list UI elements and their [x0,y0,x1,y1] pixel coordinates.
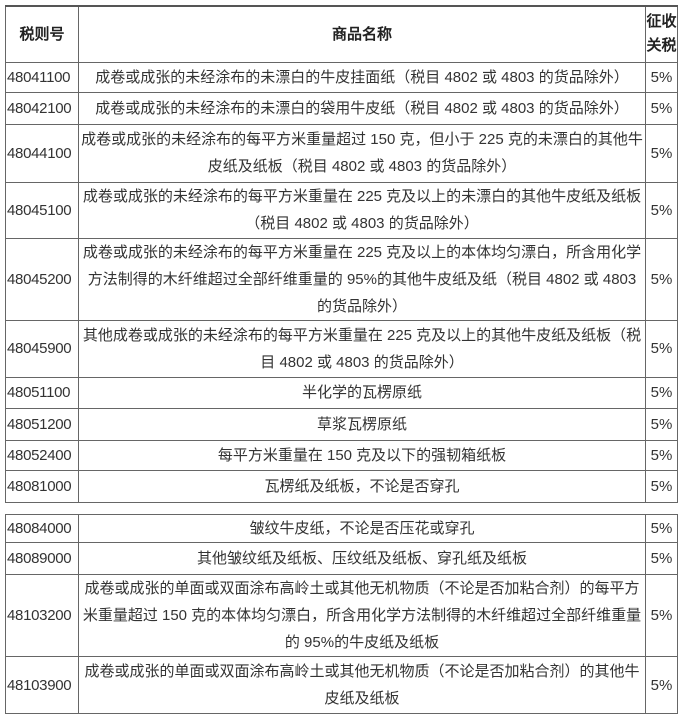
duty-rate: 5% [645,319,678,378]
table-row: 48084000 皱纹牛皮纸，不论是否压花或穿孔 5% [5,514,678,543]
header-code: 税则号 [5,5,79,63]
duty-rate: 5% [645,656,678,714]
product-name: 成卷或成张的未经涂布的未漂白的牛皮挂面纸（税目 4802 或 4803 的货品除… [78,61,646,93]
tariff-code: 48041100 [5,61,79,93]
table-row: 48103900 成卷或成张的单面或双面涂布高岭土或其他无机物质（不论是否加粘合剂… [5,656,678,714]
table-row: 48089000 其他皱纹纸及纸板、压纹纸及纸板、穿孔纸及纸板 5% [5,542,678,575]
duty-rate: 5% [645,407,678,441]
product-name: 草浆瓦楞原纸 [78,407,646,441]
tariff-table-part2: 48084000 皱纹牛皮纸，不论是否压花或穿孔 5% 48089000 其他皱纹纸及纸… [5,514,678,714]
table-row: 48044100 成卷或成张的未经涂布的每平方米重量超过 150 克，但小于 22… [5,123,678,183]
table-row: 48051200 草浆瓦楞原纸 5% [5,407,678,441]
product-name: 成卷或成张的未经涂布的未漂白的袋用牛皮纸（税目 4802 或 4803 的货品除… [78,91,646,125]
duty-rate: 5% [645,439,678,471]
tariff-code: 48044100 [5,123,79,183]
tariff-code: 48045200 [5,237,79,321]
duty-rate: 5% [645,574,678,657]
duty-rate: 5% [645,181,678,239]
product-name: 瓦楞纸及纸板，不论是否穿孔 [78,469,646,503]
table-row: 48081000 瓦楞纸及纸板，不论是否穿孔 5% [5,469,678,503]
table-row: 48042100 成卷或成张的未经涂布的未漂白的袋用牛皮纸（税目 4802 或 4… [5,91,678,125]
product-name: 其他皱纹纸及纸板、压纹纸及纸板、穿孔纸及纸板 [78,542,646,575]
tariff-code: 48051200 [5,407,79,441]
product-name: 成卷或成张的未经涂布的每平方米重量超过 150 克，但小于 225 克的未漂白的… [78,123,646,183]
table-row: 48041100 成卷或成张的未经涂布的未漂白的牛皮挂面纸（税目 4802 或 4… [5,61,678,93]
product-name: 成卷或成张的未经涂布的每平方米重量在 225 克及以上的未漂白的其他牛皮纸及纸板… [78,181,646,239]
product-name: 半化学的瓦楞原纸 [78,376,646,409]
tariff-table-part1: 税则号 商品名称 征收关税 48041100 成卷或成张的未经涂布的未漂白的牛皮挂… [5,5,678,503]
duty-rate: 5% [645,469,678,503]
header-row: 税则号 商品名称 征收关税 [5,5,678,63]
duty-rate: 5% [645,91,678,125]
tariff-code: 48103200 [5,574,79,657]
duty-rate: 5% [645,237,678,321]
product-name: 成卷或成张的单面或双面涂布高岭土或其他无机物质（不论是否加粘合剂）的其他牛皮纸及… [78,656,646,714]
tariff-code: 48081000 [5,469,79,503]
tariff-code: 48084000 [5,514,79,543]
tariff-code: 48103900 [5,656,79,714]
tariff-code: 48051100 [5,376,79,409]
header-name: 商品名称 [78,5,646,63]
table-row: 48045900 其他成卷或成张的未经涂布的每平方米重量在 225 克及以上的其他… [5,319,678,378]
product-name: 其他成卷或成张的未经涂布的每平方米重量在 225 克及以上的其他牛皮纸及纸板（税… [78,319,646,378]
table-row: 48103200 成卷或成张的单面或双面涂布高岭土或其他无机物质（不论是否加粘合剂… [5,574,678,657]
product-name: 成卷或成张的未经涂布的每平方米重量在 225 克及以上的本体均匀漂白，所含用化学… [78,237,646,321]
table-row: 48045200 成卷或成张的未经涂布的每平方米重量在 225 克及以上的本体均匀… [5,237,678,321]
product-name: 成卷或成张的单面或双面涂布高岭土或其他无机物质（不论是否加粘合剂）的每平方米重量… [78,574,646,657]
table-row: 48052400 每平方米重量在 150 克及以下的强韧箱纸板 5% [5,439,678,471]
table-row: 48045100 成卷或成张的未经涂布的每平方米重量在 225 克及以上的未漂白的… [5,181,678,239]
tariff-code: 48042100 [5,91,79,125]
product-name: 皱纹牛皮纸，不论是否压花或穿孔 [78,514,646,543]
duty-rate: 5% [645,123,678,183]
header-duty: 征收关税 [645,5,678,63]
tariff-code: 48052400 [5,439,79,471]
tariff-code: 48045100 [5,181,79,239]
duty-rate: 5% [645,61,678,93]
tariff-code: 48045900 [5,319,79,378]
tariff-code: 48089000 [5,542,79,575]
product-name: 每平方米重量在 150 克及以下的强韧箱纸板 [78,439,646,471]
table-row: 48051100 半化学的瓦楞原纸 5% [5,376,678,409]
duty-rate: 5% [645,514,678,543]
duty-rate: 5% [645,542,678,575]
duty-rate: 5% [645,376,678,409]
